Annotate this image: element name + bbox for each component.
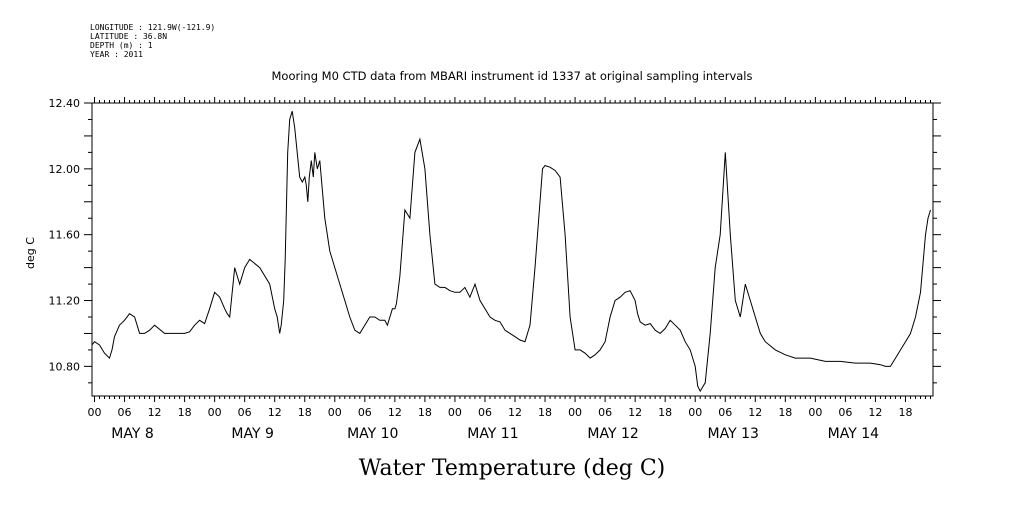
y-tick-label: 10.80: [49, 360, 81, 373]
x-tick-label: 00: [208, 406, 222, 419]
x-tick-label: 00: [688, 406, 702, 419]
y-tick-label: 11.20: [49, 295, 81, 308]
x-tick-label: 18: [898, 406, 912, 419]
x-tick-label: 18: [178, 406, 192, 419]
x-tick-label: 18: [538, 406, 552, 419]
axis-ticks: [84, 97, 941, 402]
x-tick-label: 18: [418, 406, 432, 419]
x-tick-label: 06: [838, 406, 852, 419]
depth-label: DEPTH (m) : 1: [90, 41, 153, 50]
x-tick-label: 00: [568, 406, 582, 419]
x-tick-label: 12: [748, 406, 762, 419]
plot-frame: [91, 102, 934, 397]
x-tick-label: 06: [118, 406, 132, 419]
x-tick-label: 06: [238, 406, 252, 419]
x-day-label: MAY 8: [111, 426, 153, 442]
x-tick-label: 06: [598, 406, 612, 419]
axis-labels: 00 06 12 18 00 06 12 18 00 06 12 18 00 06 12 18 00 06 12 18…: [49, 97, 913, 442]
x-tick-label: 18: [778, 406, 792, 419]
latitude-label: LATITUDE : 36.8N: [90, 32, 167, 41]
longitude-label: LONGITUDE : 121.9W(-121.9): [90, 23, 215, 32]
metadata-block: LONGITUDE : 121.9W(-121.9) LATITUDE : 36…: [90, 23, 215, 59]
x-tick-label: 18: [658, 406, 672, 419]
x-tick-label: 06: [358, 406, 372, 419]
x-day-label: MAY 14: [828, 426, 879, 442]
x-tick-label: 12: [508, 406, 522, 419]
x-tick-label: 06: [478, 406, 492, 419]
y-tick-label: 12.00: [49, 163, 81, 176]
x-tick-label: 12: [868, 406, 882, 419]
x-tick-label: 12: [148, 406, 162, 419]
x-tick-label: 18: [298, 406, 312, 419]
x-day-label: MAY 10: [347, 426, 398, 442]
x-tick-label: 12: [268, 406, 282, 419]
x-tick-label: 00: [328, 406, 342, 419]
x-day-label: MAY 11: [467, 426, 518, 442]
x-day-label: MAY 12: [587, 426, 638, 442]
x-tick-label: 12: [628, 406, 642, 419]
x-day-label: MAY 13: [708, 426, 759, 442]
x-tick-label: 06: [718, 406, 732, 419]
y-axis-title: deg C: [24, 237, 37, 269]
x-day-label: MAY 9: [231, 426, 273, 442]
x-tick-label: 00: [88, 406, 102, 419]
chart-title: Mooring M0 CTD data from MBARI instrumen…: [272, 69, 753, 83]
x-tick-label: 00: [808, 406, 822, 419]
water-temperature-line: [91, 111, 931, 393]
x-tick-label: 12: [388, 406, 402, 419]
year-label: YEAR : 2011: [90, 50, 143, 59]
x-axis-title: Water Temperature (deg C): [359, 456, 666, 481]
y-tick-label: 12.40: [49, 97, 81, 110]
y-tick-label: 11.60: [49, 229, 81, 242]
x-tick-label: 00: [448, 406, 462, 419]
